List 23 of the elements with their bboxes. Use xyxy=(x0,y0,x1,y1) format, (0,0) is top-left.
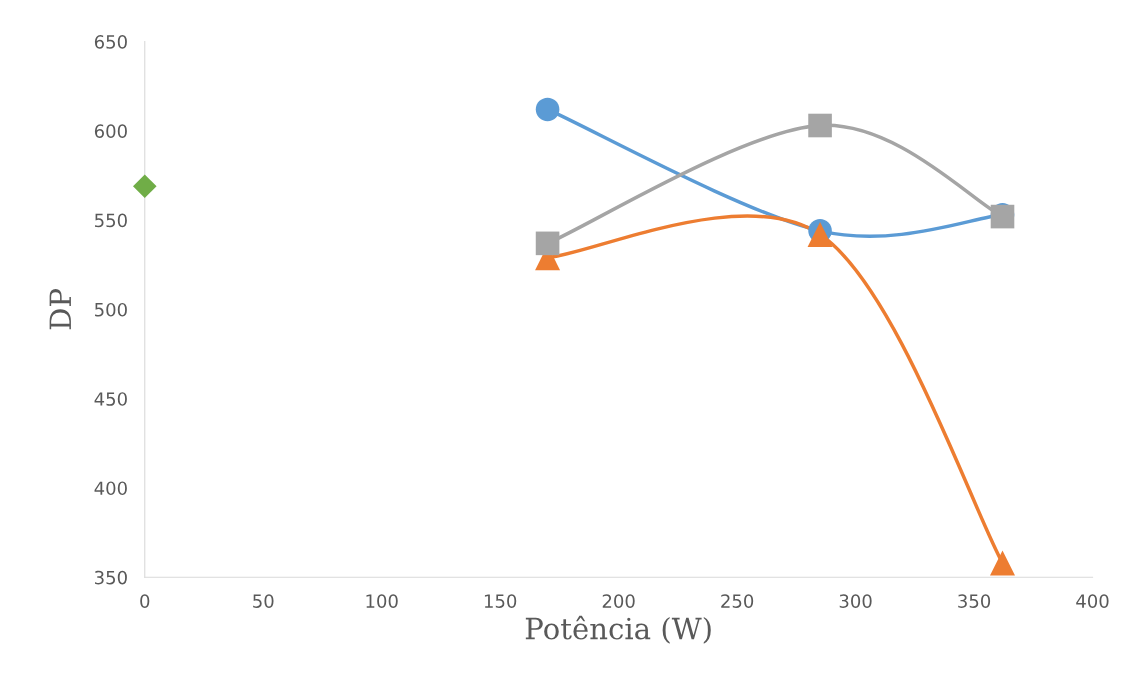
point xyxy=(535,231,560,256)
x-axis-title: Potência (W) xyxy=(525,615,711,644)
x-tick-label: 350 xyxy=(958,594,991,608)
y-tick-label: 350 xyxy=(95,570,127,585)
point xyxy=(132,174,157,198)
point xyxy=(990,550,1016,576)
y-tick-label: 550 xyxy=(95,213,127,228)
y-tick-label: 500 xyxy=(95,302,127,317)
y-axis-title: DP xyxy=(49,288,71,330)
y-tick-label: 600 xyxy=(94,124,127,138)
x-tick-label: 0 xyxy=(140,594,150,608)
y-tick-label: 650 xyxy=(94,35,127,49)
x-tick-label: 150 xyxy=(484,594,517,608)
y-tick-label: 450 xyxy=(94,392,127,406)
x-tick-label: 300 xyxy=(839,594,872,608)
x-tick-label: 400 xyxy=(1076,594,1109,608)
point xyxy=(535,97,560,122)
x-tick-label: 100 xyxy=(366,594,398,608)
point xyxy=(808,113,832,138)
x-tick-label: 50 xyxy=(253,594,274,608)
y-tick-label: 400 xyxy=(94,481,127,496)
x-tick-label: 250 xyxy=(721,594,754,608)
x-tick-label: 200 xyxy=(602,594,635,608)
